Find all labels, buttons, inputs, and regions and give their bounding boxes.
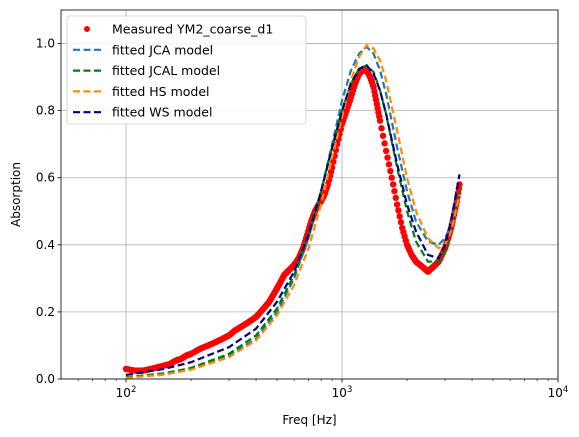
y-tick-label: 0.6 — [36, 171, 55, 185]
measured-point — [379, 132, 387, 139]
y-tick-label: 0.2 — [36, 305, 55, 319]
series-line-fitted-jcal-model — [125, 64, 461, 379]
measured-point — [385, 161, 393, 168]
measured-point — [389, 181, 397, 188]
legend-label: fitted JCAL model — [112, 63, 220, 78]
measured-point — [378, 125, 385, 132]
plot-frame — [60, 9, 559, 380]
legend-label: fitted HS model — [112, 84, 210, 99]
y-tick-label: 0.4 — [36, 238, 55, 252]
measured-point — [391, 187, 398, 195]
series-layer — [122, 43, 463, 379]
measured-point — [387, 167, 394, 175]
measured-point — [382, 147, 390, 155]
measured-point — [388, 174, 395, 181]
measured-point — [384, 154, 391, 161]
legend-label: fitted WS model — [112, 105, 212, 120]
y-axis-label: Absorption — [9, 162, 23, 227]
legend-marker — [84, 26, 90, 32]
series-line-fitted-ws-model — [125, 64, 461, 377]
legend-label: Measured YM2_coarse_d1 — [112, 22, 273, 37]
y-tick-label: 1.0 — [36, 37, 55, 51]
measured-point — [381, 140, 388, 147]
y-tick-label: 0.8 — [36, 104, 55, 118]
x-axis-label: Freq [Hz] — [282, 413, 336, 427]
y-tick-label: 0.0 — [36, 372, 55, 386]
series-line-fitted-hs-model — [125, 43, 461, 379]
measured-point — [396, 213, 403, 220]
measured-point — [395, 207, 402, 214]
legend-label: fitted JCA model — [112, 42, 213, 57]
legend-box — [66, 15, 307, 125]
measured-point — [397, 218, 405, 226]
measured-point — [376, 117, 384, 124]
measured-point — [392, 194, 400, 202]
measured-point — [393, 201, 401, 208]
